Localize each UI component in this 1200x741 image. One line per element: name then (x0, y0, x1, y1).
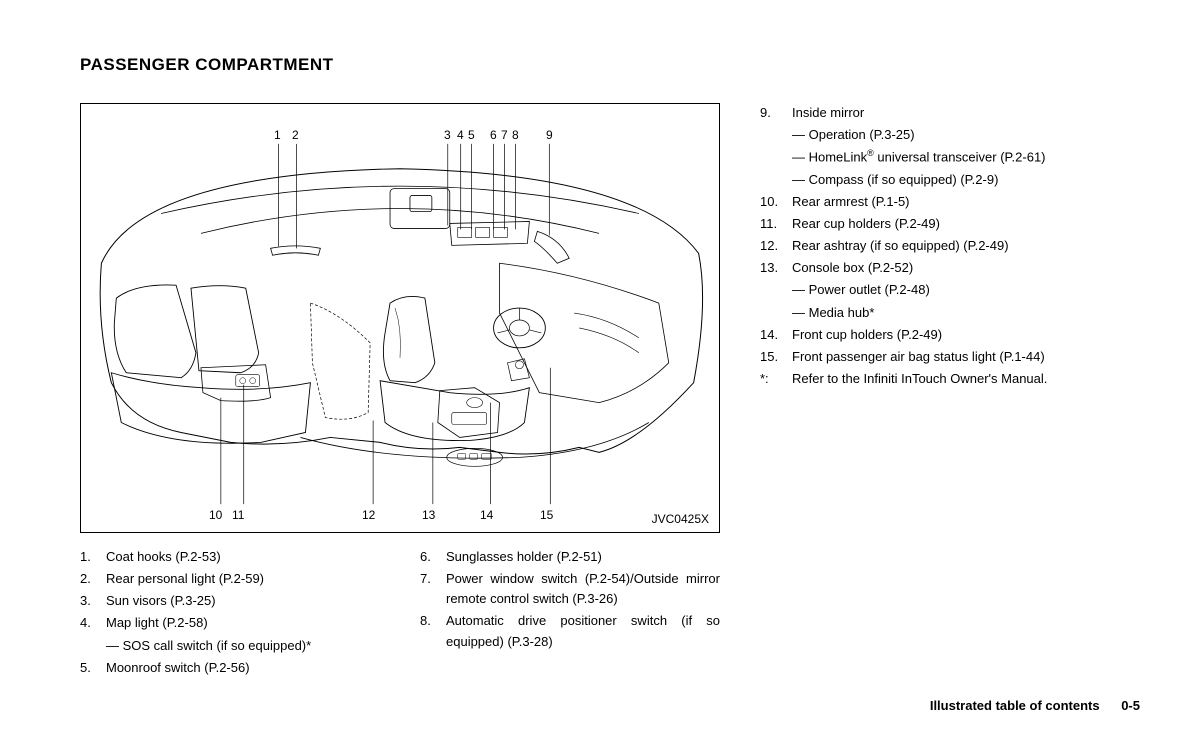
left-area: 123456789 101112131415 JVC0425X 1.Coat h… (80, 103, 720, 680)
legend-text: Console box (P.2-52) (792, 258, 1130, 278)
legend-number: 3. (80, 591, 106, 611)
legend-text: Power window switch (P.2-54)/Outside mir… (446, 569, 720, 609)
legend-item: 15.Front passenger air bag status light … (760, 347, 1130, 367)
callout-number: 10 (209, 508, 222, 522)
legend-item: 4.Map light (P.2-58) (80, 613, 380, 633)
legend-item: 5.Moonroof switch (P.2-56) (80, 658, 380, 678)
legend-subitem: — SOS call switch (if so equipped)* (80, 636, 380, 656)
legend-right-column: 9.Inside mirror— Operation (P.3-25)— Hom… (760, 103, 1130, 680)
legend-number: 8. (420, 611, 446, 651)
content-area: 123456789 101112131415 JVC0425X 1.Coat h… (80, 103, 1140, 680)
legend-item: 6.Sunglasses holder (P.2-51) (420, 547, 720, 567)
legend-text: Refer to the Infiniti InTouch Owner's Ma… (792, 369, 1130, 389)
legend-text: Moonroof switch (P.2-56) (106, 658, 380, 678)
callout-number: 12 (362, 508, 375, 522)
callout-number: 1 (274, 128, 281, 142)
legend-text: Sun visors (P.3-25) (106, 591, 380, 611)
legend-item: *:Refer to the Infiniti InTouch Owner's … (760, 369, 1130, 389)
legend-number: 2. (80, 569, 106, 589)
legend-number: 13. (760, 258, 792, 278)
callout-number: 15 (540, 508, 553, 522)
legend-number: 11. (760, 214, 792, 234)
diagram-code: JVC0425X (652, 512, 709, 526)
legend-subitem: — Media hub* (760, 303, 1130, 323)
legend-text: Front cup holders (P.2-49) (792, 325, 1130, 345)
callout-number: 2 (292, 128, 299, 142)
legend-item: 11.Rear cup holders (P.2-49) (760, 214, 1130, 234)
legend-text: Rear personal light (P.2-59) (106, 569, 380, 589)
legend-below-diagram: 1.Coat hooks (P.2-53)2.Rear personal lig… (80, 547, 720, 680)
page-title: PASSENGER COMPARTMENT (80, 55, 1140, 75)
legend-item: 9.Inside mirror (760, 103, 1130, 123)
legend-column-2: 6.Sunglasses holder (P.2-51)7.Power wind… (420, 547, 720, 680)
legend-text: Automatic drive positioner switch (if so… (446, 611, 720, 651)
legend-number: 4. (80, 613, 106, 633)
legend-number: 1. (80, 547, 106, 567)
legend-text: Rear ashtray (if so equipped) (P.2-49) (792, 236, 1130, 256)
legend-column-1: 1.Coat hooks (P.2-53)2.Rear personal lig… (80, 547, 380, 680)
legend-item: 3.Sun visors (P.3-25) (80, 591, 380, 611)
legend-subitem: — Operation (P.3-25) (760, 125, 1130, 145)
legend-text: Rear armrest (P.1-5) (792, 192, 1130, 212)
callout-number: 9 (546, 128, 553, 142)
legend-number: *: (760, 369, 792, 389)
callout-number: 7 (501, 128, 508, 142)
legend-subitem: — Power outlet (P.2-48) (760, 280, 1130, 300)
footer-label: Illustrated table of contents (930, 698, 1100, 713)
legend-item: 12.Rear ashtray (if so equipped) (P.2-49… (760, 236, 1130, 256)
legend-number: 7. (420, 569, 446, 609)
legend-item: 1.Coat hooks (P.2-53) (80, 547, 380, 567)
legend-number: 6. (420, 547, 446, 567)
legend-number: 14. (760, 325, 792, 345)
legend-number: 12. (760, 236, 792, 256)
legend-text: Map light (P.2-58) (106, 613, 380, 633)
callout-number: 5 (468, 128, 475, 142)
legend-item: 13.Console box (P.2-52) (760, 258, 1130, 278)
callout-number: 13 (422, 508, 435, 522)
callout-number: 6 (490, 128, 497, 142)
legend-item: 8.Automatic drive positioner switch (if … (420, 611, 720, 651)
legend-number: 10. (760, 192, 792, 212)
footer-page-number: 0-5 (1121, 698, 1140, 713)
callout-number: 8 (512, 128, 519, 142)
legend-number: 9. (760, 103, 792, 123)
legend-item: 10.Rear armrest (P.1-5) (760, 192, 1130, 212)
legend-subitem: — Compass (if so equipped) (P.2-9) (760, 170, 1130, 190)
page-footer: Illustrated table of contents 0-5 (930, 698, 1140, 713)
callout-number: 3 (444, 128, 451, 142)
legend-text: Coat hooks (P.2-53) (106, 547, 380, 567)
legend-text: Rear cup holders (P.2-49) (792, 214, 1130, 234)
callout-number: 4 (457, 128, 464, 142)
legend-text: Sunglasses holder (P.2-51) (446, 547, 720, 567)
legend-item: 14.Front cup holders (P.2-49) (760, 325, 1130, 345)
callout-number: 11 (232, 508, 244, 522)
legend-item: 7.Power window switch (P.2-54)/Outside m… (420, 569, 720, 609)
callout-number: 14 (480, 508, 493, 522)
diagram-container: 123456789 101112131415 JVC0425X (80, 103, 720, 533)
legend-number: 5. (80, 658, 106, 678)
legend-number: 15. (760, 347, 792, 367)
car-interior-diagram (81, 104, 719, 532)
legend-text: Inside mirror (792, 103, 1130, 123)
legend-item: 2.Rear personal light (P.2-59) (80, 569, 380, 589)
legend-subitem: — HomeLink® universal transceiver (P.2-6… (760, 147, 1130, 167)
legend-text: Front passenger air bag status light (P.… (792, 347, 1130, 367)
